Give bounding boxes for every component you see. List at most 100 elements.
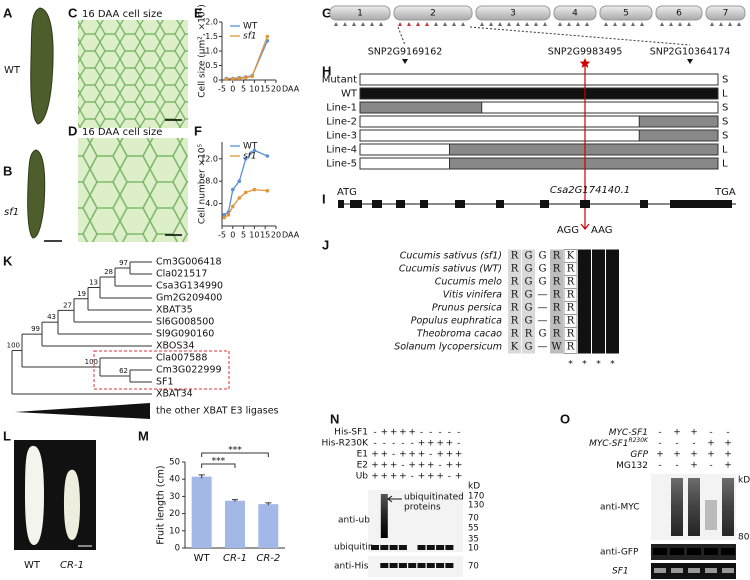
residue: R [553, 303, 561, 314]
sign: + [390, 461, 398, 471]
marker-triangle [543, 22, 547, 26]
bootstrap: 99 [31, 325, 40, 333]
point [231, 187, 235, 192]
image-title: 16 DAA cell size [82, 9, 162, 20]
residue-cell [522, 314, 535, 328]
marker-triangle [525, 22, 529, 26]
sign: + [436, 472, 444, 482]
row-label: Mutant [322, 75, 357, 86]
smear [380, 494, 388, 538]
residue: R [595, 264, 603, 275]
chromosome [655, 5, 703, 21]
residue-cell [578, 327, 591, 341]
species-name: Prunus persica [432, 303, 502, 314]
exon [420, 200, 428, 208]
marker-triangle [567, 22, 571, 26]
residue: R [595, 329, 603, 340]
residue: R [595, 303, 603, 314]
x-tick-label: 5 [241, 231, 246, 240]
residue: R [511, 264, 519, 275]
sign: - [373, 439, 376, 449]
panel-letter: N [330, 411, 339, 426]
residue-cell [522, 340, 535, 354]
residue: R [567, 329, 575, 340]
chromosome [475, 5, 551, 21]
bootstrap: 27 [63, 301, 72, 309]
x-tick-label: WT [194, 553, 211, 564]
band [445, 563, 454, 568]
y-tick-label: 50 [169, 458, 180, 468]
point [231, 77, 235, 81]
marker-triangle [507, 22, 511, 26]
leaf-name: Cla021517 [156, 269, 207, 280]
chromosome-number: 5 [623, 9, 629, 19]
leaf-name: Cla007588 [156, 353, 207, 364]
exon [580, 200, 590, 208]
residue: R [567, 316, 575, 327]
bootstrap: 19 [77, 290, 86, 298]
smear [671, 478, 683, 536]
leaf-name: XBAT34 [156, 389, 193, 400]
x-tick-label: CR-1 [223, 553, 247, 564]
chromosome [553, 5, 597, 21]
residue: K [567, 251, 575, 262]
smear [688, 478, 700, 536]
row-label-text: GFP [630, 450, 648, 460]
sign: + [690, 450, 698, 460]
residue-cell [606, 340, 619, 354]
residue: — [538, 290, 548, 301]
conservation: * [568, 360, 573, 370]
residue: G [525, 303, 533, 314]
row-label: MYC-SF1R230K [589, 437, 649, 449]
residue-cell [522, 327, 535, 341]
residue-cell [592, 262, 605, 276]
sign: - [709, 428, 712, 438]
row-label-text: MYC-SF1 [609, 428, 648, 438]
sign: + [390, 472, 398, 482]
residue: R [581, 277, 589, 288]
sign: + [427, 461, 435, 471]
marker-triangle [452, 22, 456, 26]
row-label-text: MYC-SF1 [589, 439, 628, 449]
sign: + [455, 472, 463, 482]
point [265, 188, 270, 193]
residue: R [609, 303, 617, 314]
species-name: Vitis vinifera [443, 290, 502, 301]
sign: - [457, 428, 460, 438]
marker-triangle [425, 22, 429, 26]
haplotype-segment [449, 143, 719, 156]
point [224, 77, 229, 81]
photo-label: WT [24, 560, 41, 571]
exon [396, 200, 405, 208]
residue-cell [592, 288, 605, 302]
species-name: Cucumis melo [435, 277, 502, 288]
sign: + [371, 450, 379, 460]
residue-cell [536, 327, 549, 341]
significance: *** [228, 446, 242, 456]
residue-cell [508, 249, 521, 263]
y-axis-label: Cell number ×10⁵ [198, 143, 208, 224]
sign: - [401, 439, 404, 449]
codon: AAG [591, 225, 613, 236]
y-tick-label: 0.5 [205, 61, 218, 70]
row-label-sup: R230K [628, 437, 649, 444]
residue: R [581, 342, 589, 353]
genotype: L [722, 89, 728, 100]
residue: K [511, 342, 519, 353]
sign: + [371, 472, 379, 482]
band [721, 548, 735, 555]
residue: R [609, 277, 617, 288]
residue-cell [522, 249, 535, 263]
y-axis-label: Fruit length (cm) [156, 465, 167, 544]
residue: R [609, 290, 617, 301]
y-tick-label: 1.0 [205, 47, 218, 56]
panel-letter: G [322, 5, 332, 20]
marker-triangle [489, 22, 493, 26]
sign: - [692, 439, 695, 449]
outgroup-label: the other XBAT E3 ligases [156, 406, 279, 417]
size-marker: 80 [738, 533, 750, 543]
sign: + [724, 439, 732, 449]
row-label-text: MG132 [616, 461, 648, 471]
residue: G [539, 251, 547, 262]
